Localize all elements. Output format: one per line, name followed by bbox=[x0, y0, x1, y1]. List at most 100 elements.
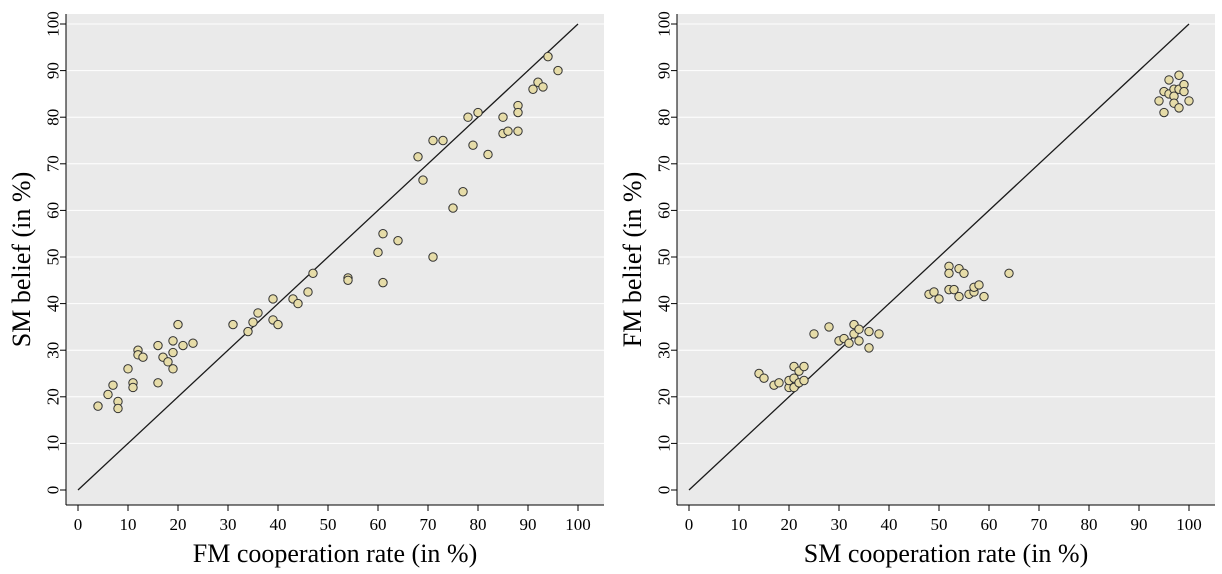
data-point bbox=[979, 291, 989, 302]
data-point bbox=[373, 247, 383, 258]
data-point bbox=[448, 203, 458, 213]
y-axis-title: SM belief (in %) bbox=[7, 172, 36, 347]
y-tick-label: 90 bbox=[44, 62, 63, 79]
x-tick-label: 60 bbox=[370, 515, 387, 534]
data-point bbox=[378, 229, 388, 239]
data-point bbox=[168, 364, 178, 374]
data-point bbox=[428, 135, 438, 146]
y-tick-label: 80 bbox=[44, 109, 63, 126]
reference-diagonal-line bbox=[688, 23, 1190, 491]
data-point bbox=[854, 324, 864, 334]
y-tick-label: 40 bbox=[655, 295, 674, 312]
data-point bbox=[413, 152, 423, 162]
data-point bbox=[934, 294, 944, 304]
y-tick-label: 20 bbox=[44, 388, 63, 405]
y-tick-label: 50 bbox=[44, 249, 63, 266]
data-point bbox=[178, 340, 188, 351]
data-point bbox=[378, 277, 388, 288]
x-tick-label: 90 bbox=[520, 515, 537, 534]
data-point bbox=[113, 403, 123, 414]
data-point bbox=[959, 268, 969, 279]
x-tick-label: 20 bbox=[781, 515, 798, 534]
y-tick-label: 40 bbox=[44, 295, 63, 312]
data-point bbox=[253, 308, 263, 318]
data-point bbox=[1164, 75, 1174, 85]
x-tick-label: 80 bbox=[470, 515, 487, 534]
data-point bbox=[293, 298, 303, 309]
data-point bbox=[929, 287, 939, 297]
data-point bbox=[809, 329, 819, 339]
data-point bbox=[343, 275, 353, 285]
data-point bbox=[188, 338, 198, 348]
x-axis-title: FM cooperation rate (in %) bbox=[193, 539, 477, 568]
y-tick-label: 60 bbox=[655, 202, 674, 219]
x-tick-label: 70 bbox=[1031, 515, 1048, 534]
x-tick-label: 70 bbox=[420, 515, 437, 534]
data-point bbox=[483, 149, 493, 160]
data-point bbox=[1179, 86, 1189, 97]
y-tick-label: 0 bbox=[44, 486, 63, 495]
x-tick-label: 10 bbox=[731, 515, 748, 534]
x-tick-label: 0 bbox=[74, 515, 83, 534]
data-point bbox=[268, 294, 278, 304]
data-point bbox=[108, 380, 118, 390]
x-tick-label: 90 bbox=[1131, 515, 1148, 534]
y-tick-label: 0 bbox=[655, 486, 674, 495]
y-tick-label: 30 bbox=[44, 342, 63, 359]
data-point bbox=[173, 319, 183, 330]
data-point bbox=[103, 389, 113, 400]
data-point bbox=[473, 107, 483, 118]
x-axis-title: SM cooperation rate (in %) bbox=[804, 539, 1088, 568]
data-point bbox=[799, 361, 809, 372]
data-point bbox=[1184, 96, 1194, 106]
data-point bbox=[864, 343, 874, 353]
x-tick-label: 40 bbox=[270, 515, 287, 534]
x-tick-label: 60 bbox=[981, 515, 998, 534]
data-point bbox=[759, 373, 769, 383]
y-tick-label: 70 bbox=[44, 155, 63, 172]
data-point bbox=[458, 187, 468, 197]
data-point bbox=[168, 347, 178, 358]
reference-diagonal-line bbox=[77, 23, 579, 491]
data-point bbox=[824, 322, 834, 332]
x-tick-label: 30 bbox=[220, 515, 237, 534]
data-point bbox=[228, 319, 238, 330]
data-point bbox=[799, 375, 809, 386]
y-tick-label: 90 bbox=[655, 62, 674, 79]
data-point bbox=[438, 135, 448, 146]
y-tick-label: 30 bbox=[655, 342, 674, 359]
data-point bbox=[1159, 107, 1169, 118]
y-tick-label: 10 bbox=[44, 435, 63, 452]
data-point bbox=[308, 268, 318, 279]
data-point bbox=[513, 107, 523, 118]
y-tick-label: 20 bbox=[655, 388, 674, 405]
data-point bbox=[273, 319, 283, 330]
x-tick-label: 30 bbox=[831, 515, 848, 534]
x-tick-label: 50 bbox=[320, 515, 337, 534]
data-point bbox=[463, 112, 473, 122]
data-point bbox=[1004, 268, 1014, 279]
y-tick-label: 100 bbox=[655, 11, 674, 37]
data-point bbox=[248, 317, 258, 327]
y-tick-label: 50 bbox=[655, 249, 674, 266]
data-point bbox=[243, 326, 253, 337]
data-point bbox=[974, 280, 984, 290]
x-tick-label: 80 bbox=[1081, 515, 1098, 534]
chart-right: 0 10 20 30 40 50 60 70 80 90 100 0 10 20 30 40 50 60 70 80 9… bbox=[618, 11, 1215, 568]
data-point bbox=[128, 382, 138, 393]
data-point bbox=[393, 235, 403, 246]
x-tick-label: 100 bbox=[565, 515, 591, 534]
data-point bbox=[163, 357, 173, 367]
data-point bbox=[543, 51, 553, 62]
data-point bbox=[168, 336, 178, 346]
chart-left: 0 10 20 30 40 50 60 70 80 90 100 0 10 20 30 40 50 60 70 80 9… bbox=[7, 11, 604, 568]
data-point bbox=[1154, 96, 1164, 106]
data-point bbox=[874, 329, 884, 339]
data-point bbox=[944, 268, 954, 279]
data-point bbox=[428, 252, 438, 262]
data-point bbox=[503, 126, 513, 136]
y-axis-title: FM belief (in %) bbox=[618, 172, 647, 347]
x-tick-label: 100 bbox=[1176, 515, 1202, 534]
x-tick-label: 10 bbox=[120, 515, 137, 534]
x-tick-label: 20 bbox=[170, 515, 187, 534]
